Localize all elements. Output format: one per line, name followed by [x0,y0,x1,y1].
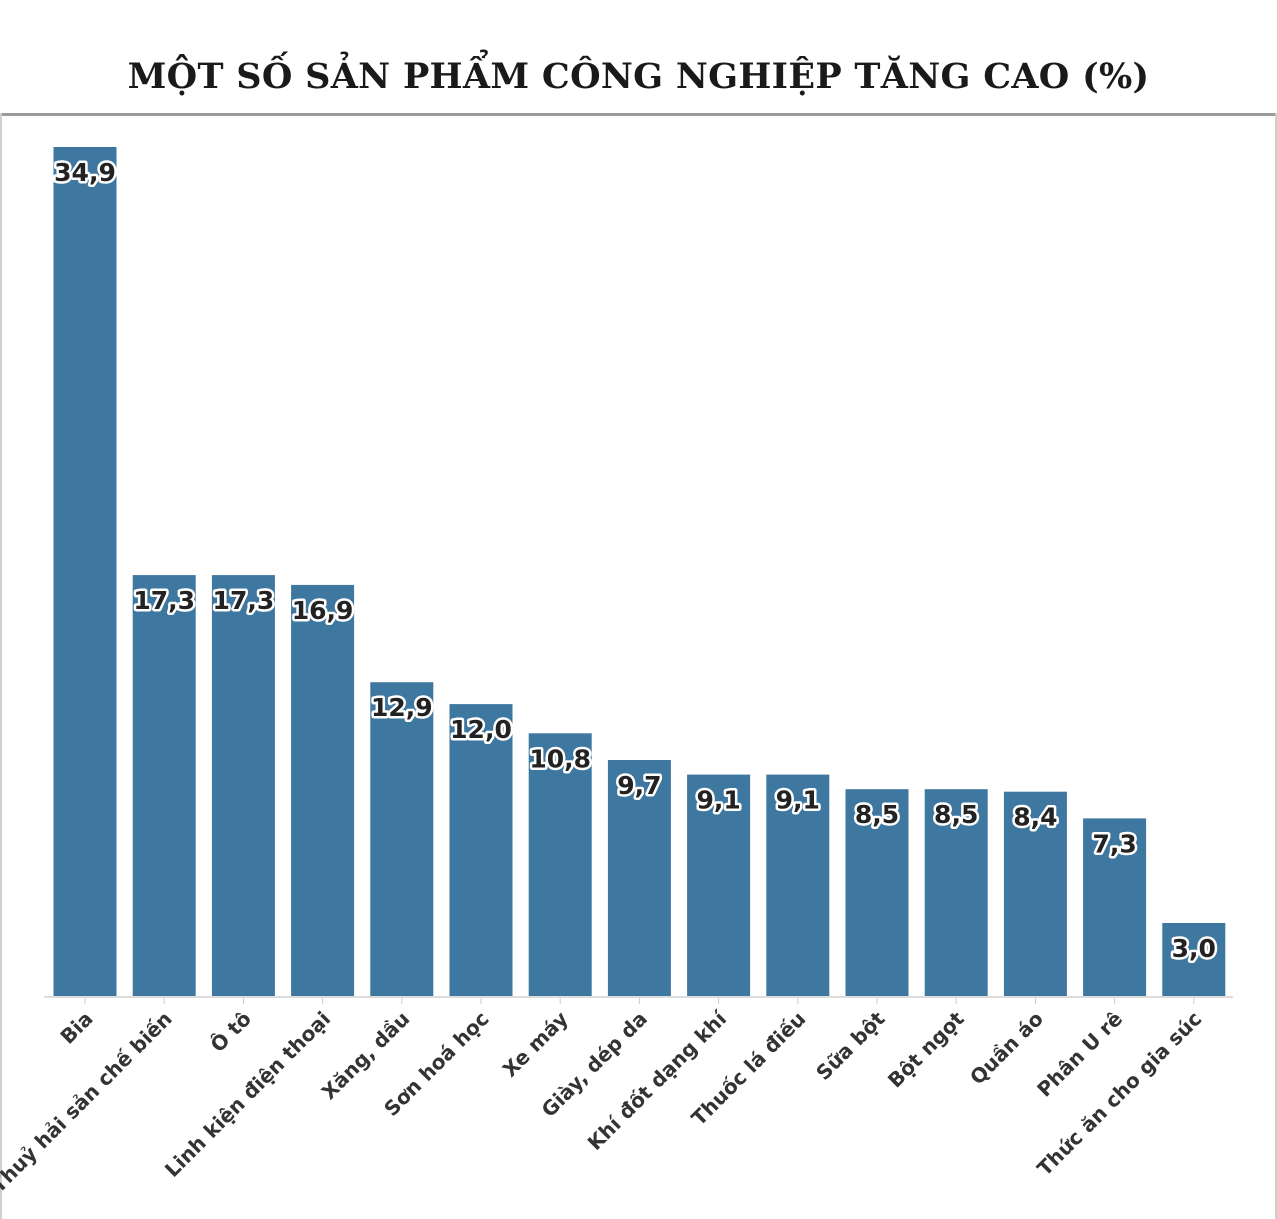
bar [449,704,513,996]
category-label: Sữa bột [811,1006,890,1085]
bar [687,774,751,996]
category-label: Linh kiện điện thoại [160,1007,335,1182]
value-label: 9,7 [617,771,661,800]
value-label: 8,5 [934,800,978,829]
category-label: Thức ăn cho gia súc [1032,1007,1206,1181]
title-divider [0,113,1277,116]
value-label: 8,4 [1013,803,1057,832]
bar [924,789,988,996]
category-label: Bột ngọt [883,1006,969,1092]
ticks-group [84,998,1195,1004]
value-label: 10,8 [529,744,591,773]
category-label: Ô tô [206,1007,256,1057]
value-label: 8,5 [855,800,899,829]
bar [1083,818,1147,996]
category-label: Thuỷ hải sản chế biến [0,1007,177,1198]
bar [1003,791,1067,996]
bar [132,575,196,996]
bar [53,147,117,996]
value-labels-group: 34,9 17,3 17,3 16,9 12,9 12,0 10,8 9,7 9,1 9,1 8,5… [52,156,1219,966]
bar [370,682,434,996]
value-label: 17,3 [213,586,275,615]
bar [211,575,275,996]
bar [528,733,592,996]
bar [766,774,830,996]
value-label: 34,9 [54,158,116,187]
frame-right-border [1275,113,1277,1219]
bar [1162,923,1226,996]
category-label: Khí đốt dạng khí [583,1006,732,1155]
frame-left-border [0,113,2,1219]
value-label: 16,9 [292,596,354,625]
value-label: 7,3 [1092,829,1136,858]
chart-title: MỘT SỐ SẢN PHẨM CÔNG NGHIỆP TĂNG CAO (%) [127,56,1150,97]
value-label: 9,1 [776,786,820,815]
bars-group [53,147,1226,996]
bar [291,584,355,996]
value-label: 12,0 [450,715,512,744]
value-label: 3,0 [1172,934,1216,963]
bar [607,760,671,996]
value-label: 12,9 [371,693,433,722]
value-label: 17,3 [133,586,195,615]
value-label: 9,1 [696,786,740,815]
category-label: Xe máy [498,1007,573,1082]
bar [845,789,909,996]
category-label: Quần áo [965,1007,1048,1090]
category-label: Bia [55,1007,97,1049]
